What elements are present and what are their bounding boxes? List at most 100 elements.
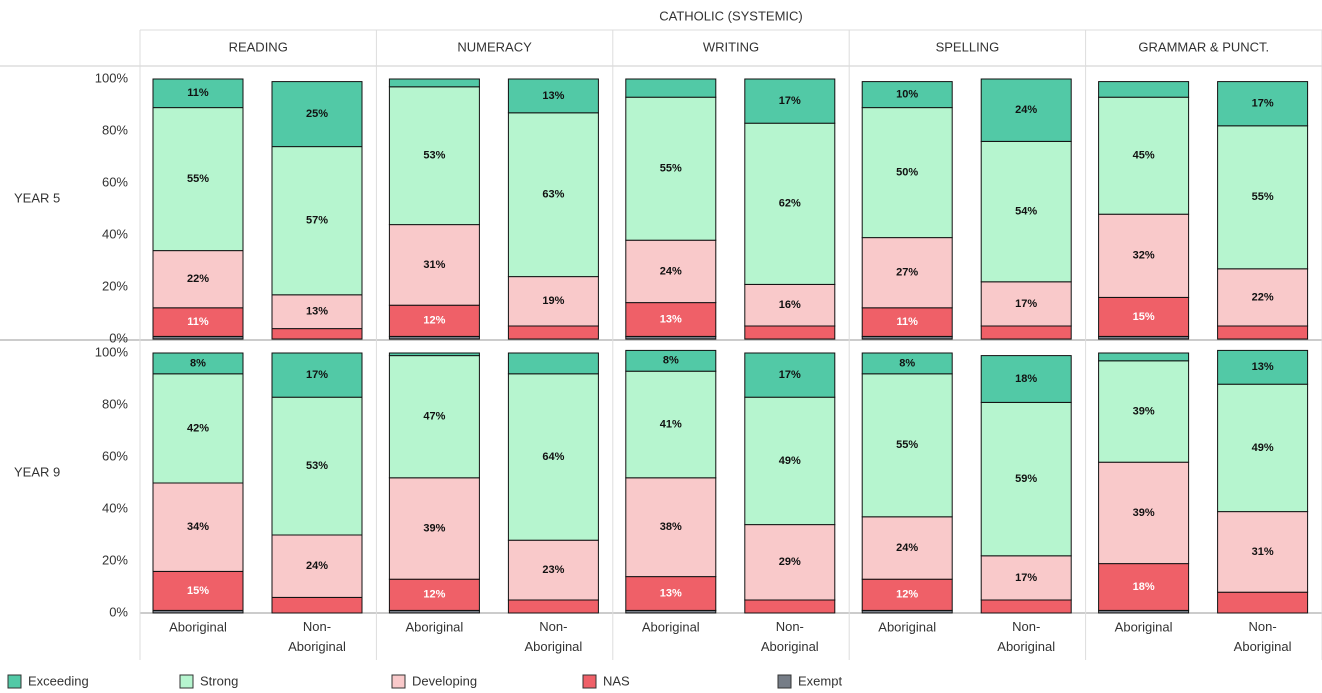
bar-segment xyxy=(625,239,717,304)
value-label: 13% xyxy=(306,306,328,318)
bar-segment xyxy=(744,352,836,398)
value-label: 12% xyxy=(423,315,445,327)
bar-segment xyxy=(271,352,363,398)
bar-segment xyxy=(388,352,480,357)
y-tick-label: 100% xyxy=(95,70,129,85)
value-label: 16% xyxy=(779,299,801,311)
value-label: 31% xyxy=(1252,546,1274,558)
y-tick-label: 40% xyxy=(102,500,128,515)
column-label: GRAMMAR & PUNCT. xyxy=(1138,39,1269,54)
value-label: 39% xyxy=(423,522,445,534)
x-tick-label: Non- Aboriginal xyxy=(524,619,582,654)
y-tick-label: 60% xyxy=(102,448,128,463)
x-tick-label-line: Non- xyxy=(303,619,331,634)
bar-segment xyxy=(625,477,717,578)
bar-segment xyxy=(744,599,836,614)
value-label: 24% xyxy=(896,542,918,554)
bar-segment xyxy=(980,78,1072,142)
legend-swatch xyxy=(391,674,406,689)
x-tick-label: Aboriginal xyxy=(169,619,227,634)
y-tick-label: 0% xyxy=(109,604,128,619)
value-label: 24% xyxy=(660,265,682,277)
value-label: 8% xyxy=(663,355,679,367)
value-label: 15% xyxy=(1133,311,1155,323)
legend-swatch xyxy=(777,674,792,689)
bar-segment xyxy=(271,81,363,148)
value-label: 41% xyxy=(660,418,682,430)
bar-segment xyxy=(507,112,599,278)
bar-segment xyxy=(744,524,836,601)
value-label: 17% xyxy=(306,369,328,381)
bar-segment xyxy=(980,599,1072,614)
y-tick-label: 20% xyxy=(102,552,128,567)
bar-segment xyxy=(861,307,953,337)
bar-segment xyxy=(625,78,717,98)
bar-segment xyxy=(625,349,717,372)
value-label: 22% xyxy=(187,273,209,285)
bar-segment xyxy=(1217,511,1309,593)
value-label: 34% xyxy=(187,521,209,533)
bar-segment xyxy=(744,325,836,340)
value-label: 19% xyxy=(542,295,564,307)
bar-segment xyxy=(1217,325,1309,340)
bar-segment xyxy=(388,578,480,611)
legend-label: Strong xyxy=(200,673,238,688)
value-label: 57% xyxy=(306,215,328,227)
bar-segment xyxy=(152,107,244,252)
bar-segment xyxy=(861,352,953,375)
y-tick-label: 100% xyxy=(95,344,129,359)
bar-segment xyxy=(388,86,480,226)
value-label: 11% xyxy=(896,316,918,328)
bar-segment xyxy=(1217,349,1309,385)
x-tick-label-line: Aboriginal xyxy=(997,639,1055,654)
bar-segment xyxy=(271,596,363,614)
x-tick-label-line: Non- xyxy=(539,619,567,634)
bar-segment xyxy=(744,283,836,327)
y-tick-label: 0% xyxy=(109,330,128,345)
y-tick-label: 80% xyxy=(102,396,128,411)
bar-segment xyxy=(388,477,480,580)
value-label: 13% xyxy=(542,90,564,102)
legend-swatch xyxy=(7,674,22,689)
bar-segment xyxy=(980,355,1072,403)
bar-segment xyxy=(980,325,1072,340)
value-label: 27% xyxy=(896,267,918,279)
value-label: 55% xyxy=(1252,191,1274,203)
x-tick-label: Non- Aboriginal xyxy=(288,619,346,654)
value-label: 55% xyxy=(187,173,209,185)
value-label: 18% xyxy=(1015,373,1037,385)
value-label: 31% xyxy=(423,259,445,271)
value-label: 17% xyxy=(1015,572,1037,584)
value-label: 13% xyxy=(1252,361,1274,373)
value-label: 59% xyxy=(1015,473,1037,485)
bar-segment xyxy=(1217,81,1309,127)
value-label: 55% xyxy=(660,163,682,175)
value-label: 24% xyxy=(306,560,328,572)
bar-segment xyxy=(152,482,244,572)
bar-segment xyxy=(152,373,244,484)
value-label: 8% xyxy=(190,357,206,369)
value-label: 42% xyxy=(187,422,209,434)
value-label: 25% xyxy=(306,108,328,120)
value-label: 23% xyxy=(542,564,564,576)
bar-segment xyxy=(1217,125,1309,270)
value-label: 38% xyxy=(660,521,682,533)
bar-segment xyxy=(507,373,599,541)
value-label: 62% xyxy=(779,198,801,210)
bar-segment xyxy=(744,78,836,124)
row-label: YEAR 5 xyxy=(14,190,60,205)
bar-segment xyxy=(507,325,599,340)
bar-segment xyxy=(1217,383,1309,513)
bar-segment xyxy=(980,555,1072,601)
value-label: 49% xyxy=(779,455,801,467)
x-tick-label-line: Aboriginal xyxy=(524,639,582,654)
value-label: 22% xyxy=(1252,291,1274,303)
bar-segment xyxy=(1217,268,1309,327)
legend-label: Developing xyxy=(412,673,477,688)
value-label: 53% xyxy=(423,150,445,162)
bar-segment xyxy=(152,250,244,309)
value-label: 13% xyxy=(660,313,682,325)
value-label: 47% xyxy=(423,411,445,423)
row-label: YEAR 9 xyxy=(14,464,60,479)
bar-segment xyxy=(1098,213,1190,298)
